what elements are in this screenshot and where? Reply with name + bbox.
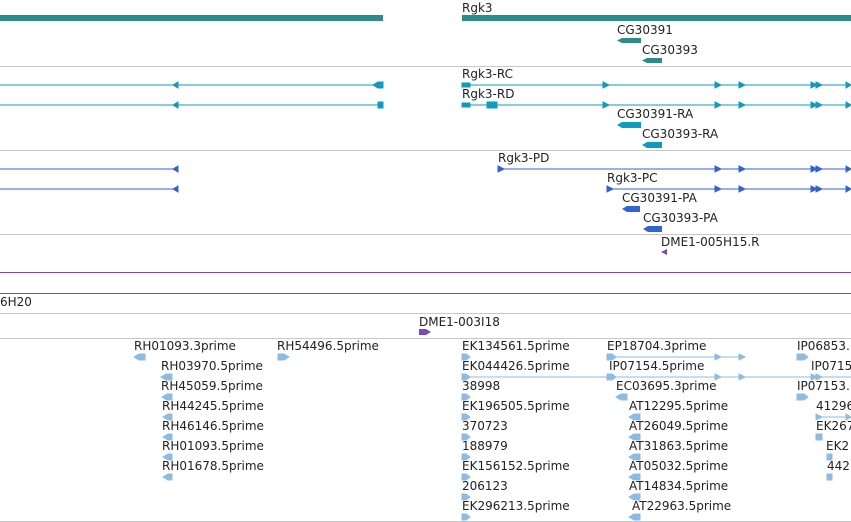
protein-label-cg30391-pa: CG30391-PA (622, 191, 697, 205)
track-divider (0, 313, 851, 314)
est-label: IP07153. (797, 379, 850, 393)
est-label: 370723 (462, 419, 508, 433)
track-divider (0, 272, 851, 273)
est-label: AT14834.5prime (629, 479, 729, 493)
protein-cg30391-pa[interactable] (622, 206, 640, 212)
est-label: EK267 (816, 419, 851, 433)
transcript-cg30391-ra[interactable] (617, 122, 641, 128)
est-label: 38998 (462, 379, 501, 393)
transcript-label-rgk3-rc: Rgk3-RC (462, 67, 513, 81)
transcript-label-cg30393-ra: CG30393-RA (642, 127, 719, 141)
protein-label-rgk3-pc: Rgk3-PC (607, 171, 658, 185)
est-label: EP18704.3prime (607, 339, 707, 353)
probe-label-dme1-003i18: DME1-003I18 (419, 315, 500, 329)
probe-label-dme1-005h15: DME1-005H15.R (661, 235, 760, 249)
protein-cg30393-pa[interactable] (643, 226, 662, 232)
est-label: EK2 (826, 439, 850, 453)
est-label: 188979 (462, 439, 508, 453)
gene-bar-rgk3[interactable] (462, 15, 851, 21)
protein-label-cg30393-pa: CG30393-PA (643, 211, 718, 225)
est-label: IP06853. (797, 339, 850, 353)
gene-bar[interactable] (0, 15, 383, 21)
gene-label-cg30393: CG30393 (642, 43, 698, 57)
protein-left-pd[interactable] (0, 165, 179, 173)
transcript-left-rd[interactable] (0, 101, 384, 109)
protein-label-rgk3-pd: Rgk3-PD (498, 151, 550, 165)
est-label: AT05032.5prime (629, 459, 729, 473)
track-divider (0, 66, 851, 67)
est-label: AT31863.5prime (629, 439, 729, 453)
est-label: RH45059.5prime (161, 379, 263, 393)
transcript-cg30393-ra[interactable] (642, 142, 662, 148)
est-label: IP07154.5prime (609, 359, 705, 373)
track-divider (0, 338, 851, 339)
est-label: RH54496.5prime (277, 339, 379, 353)
est-label: RH01093.5prime (162, 439, 264, 453)
probe-dme1-005h15[interactable] (661, 249, 667, 255)
transcript-label-cg30391-ra: CG30391-RA (617, 107, 694, 121)
est-label: 442 (827, 459, 850, 473)
est-label: EK196505.5prime (462, 399, 570, 413)
est-label: RH46146.5prime (162, 419, 264, 433)
protein-rgk3-pc[interactable] (606, 185, 851, 193)
protein-rgk3-pd[interactable] (497, 165, 851, 173)
est-label: RH01678.5prime (162, 459, 264, 473)
est-label: AT22963.5prime (632, 499, 732, 513)
gene-cg30391[interactable] (617, 38, 641, 43)
transcript-label-rgk3-rd: Rgk3-RD (462, 87, 515, 101)
gene-label-cg30391: CG30391 (617, 23, 673, 37)
est-label: 206123 (462, 479, 508, 493)
transcript-left-rc[interactable] (0, 81, 384, 89)
est-label: RH44245.5prime (162, 399, 264, 413)
protein-left-pc[interactable] (0, 185, 179, 193)
est-label: EK044426.5prime (462, 359, 570, 373)
transcript-rgk3-rd[interactable] (461, 101, 851, 109)
est-label: EK296213.5prime (462, 499, 570, 513)
gene-cg30393[interactable] (642, 58, 662, 63)
track-divider (0, 293, 851, 294)
probe-dme1-003i18[interactable] (419, 329, 431, 335)
est-label: EC03695.3prime (616, 379, 717, 393)
transcript-rgk3-rc[interactable] (461, 81, 851, 89)
est-label: RH01093.3prime (134, 339, 236, 353)
est-label: IP0715 (811, 359, 851, 373)
est-label: AT26049.5prime (629, 419, 729, 433)
est-features[interactable] (133, 353, 851, 521)
est-label: EK134561.5prime (462, 339, 570, 353)
est-label: EK156152.5prime (462, 459, 570, 473)
track-divider (0, 150, 851, 151)
est-label: RH03970.5prime (161, 359, 263, 373)
track-divider (0, 234, 851, 235)
probe-label-6h20: 6H20 (0, 295, 32, 309)
est-label: AT12295.5prime (629, 399, 729, 413)
gene-label-rgk3: Rgk3 (462, 1, 493, 15)
est-label: 41296 (816, 399, 851, 413)
